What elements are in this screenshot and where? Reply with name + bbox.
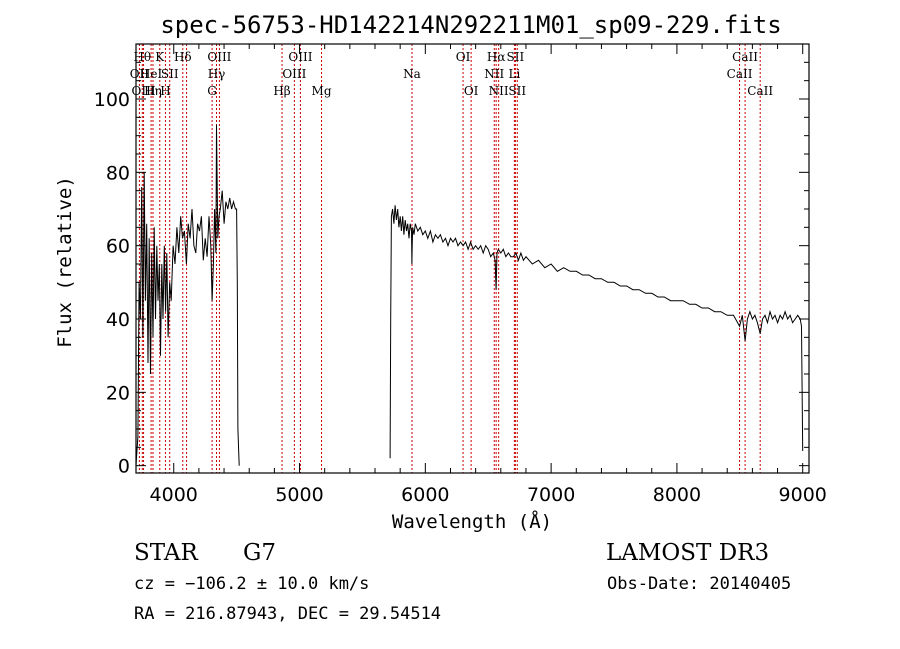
x-axis-label: Wavelength (Å) xyxy=(392,510,552,533)
x-tick-label: 4000 xyxy=(150,484,198,506)
line-label-0: OII xyxy=(130,67,150,81)
line-label-28: CaII xyxy=(747,84,773,98)
survey-name: LAMOST DR3 xyxy=(606,540,769,566)
x-tick-label: 7000 xyxy=(527,484,575,506)
line-label-15: OIII xyxy=(288,50,312,64)
line-label-16: Mg xyxy=(312,84,332,98)
y-tick-label: 100 xyxy=(94,89,130,111)
line-label-7: SII xyxy=(161,67,179,81)
plot-frame xyxy=(135,43,810,474)
spectral-line-labels: OII Hθ OIII HeI Hη K H SII Hδ G Hγ OIII Hβ OIII OIII Mg… xyxy=(130,50,774,98)
line-label-24: Li xyxy=(508,67,520,81)
object-class: STAR xyxy=(134,540,198,566)
x-axis-ticks: 4000 5000 6000 7000 8000 9000 xyxy=(150,44,827,506)
line-label-18: OI xyxy=(456,50,471,64)
y-tick-label: 80 xyxy=(106,162,130,184)
line-label-20: NII xyxy=(484,67,504,81)
x-tick-label: 6000 xyxy=(401,484,449,506)
line-label-19: OI xyxy=(464,84,479,98)
spectrum-segment-1 xyxy=(389,205,804,459)
coordinates: RA = 216.87943, DEC = 29.54514 xyxy=(134,604,441,624)
line-label-17: Na xyxy=(403,67,421,81)
line-label-10: G xyxy=(207,84,217,98)
y-axis-ticks: 0 20 40 60 80 100 xyxy=(94,61,809,478)
y-axis-label: Flux (relative) xyxy=(54,176,76,348)
line-label-1: Hθ xyxy=(133,50,151,64)
spectrum-segment-0 xyxy=(135,124,240,466)
object-subclass: G7 xyxy=(243,540,276,566)
y-tick-label: 20 xyxy=(106,382,130,404)
line-label-5: K xyxy=(155,50,165,64)
chart-title: spec-56753-HD142214N292211M01_sp09-229.f… xyxy=(160,11,781,39)
line-label-27: CaII xyxy=(732,50,758,64)
line-label-6: H xyxy=(160,84,170,98)
x-tick-label: 5000 xyxy=(275,484,323,506)
spectrum-series xyxy=(135,124,804,466)
line-label-21: Hα xyxy=(487,50,506,64)
line-label-22: NII xyxy=(489,84,509,98)
line-label-14: OIII xyxy=(282,67,306,81)
redshift-cz: cz = −106.2 ± 10.0 km/s xyxy=(134,574,369,594)
line-label-23: SII xyxy=(507,50,525,64)
line-label-11: Hγ xyxy=(208,67,226,81)
line-label-4: Hη xyxy=(144,84,162,98)
line-label-13: Hβ xyxy=(273,84,290,98)
spectral-line-markers xyxy=(138,44,761,473)
line-label-8: Hδ xyxy=(174,50,192,64)
line-label-12: OIII xyxy=(207,50,231,64)
line-label-3: HeI xyxy=(140,67,163,81)
y-tick-label: 0 xyxy=(118,456,130,478)
x-tick-label: 9000 xyxy=(779,484,827,506)
x-tick-label: 8000 xyxy=(653,484,701,506)
y-tick-label: 60 xyxy=(106,236,130,258)
y-tick-label: 40 xyxy=(106,309,130,331)
line-label-2: OIII xyxy=(132,84,156,98)
observation-date: Obs-Date: 20140405 xyxy=(607,574,791,594)
line-label-25: SII xyxy=(508,84,526,98)
line-label-26: CaII xyxy=(727,67,753,81)
